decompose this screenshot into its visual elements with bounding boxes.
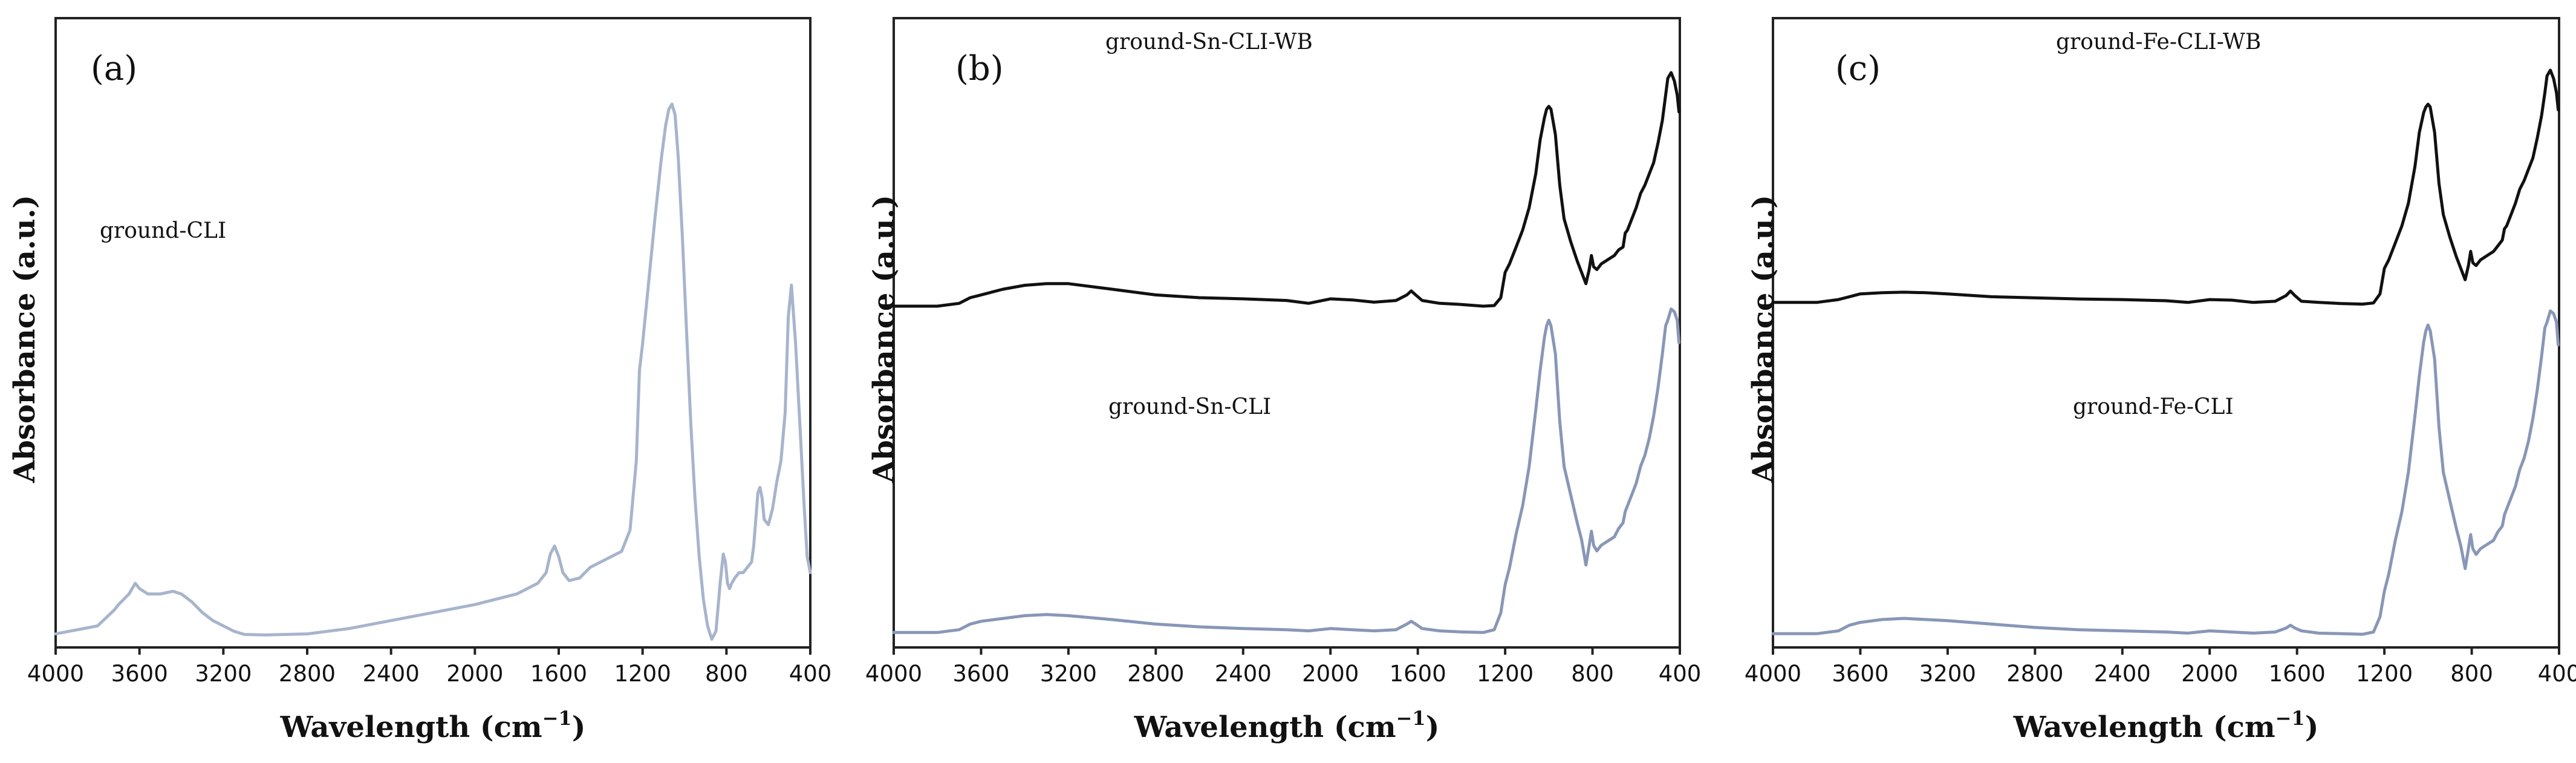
x-tick-label-800: 800	[1571, 661, 1614, 687]
panel-c-x-axis-title: Wavelength (cm−1)	[2013, 707, 2319, 744]
x-tick-label-400: 400	[789, 661, 832, 687]
panel-c-series-label-ground-fe-cli: ground-Fe-CLI	[2073, 395, 2234, 419]
x-tick-label-1200: 1200	[2356, 661, 2413, 687]
x-tick-label-2400: 2400	[363, 661, 420, 687]
x-tick-label-4000: 4000	[865, 661, 922, 687]
panel-c-series-ground-fe-cli-line	[1771, 309, 2560, 636]
panel-b-series-label-ground-sn-cli-wb: ground-Sn-CLI-WB	[1105, 30, 1313, 54]
panel-a-x-tick-labels: 4000 3600 3200 2800 2400 2000 1600 1200 800 400	[27, 661, 831, 687]
x-tick-label-3200: 3200	[1040, 661, 1097, 687]
panel-c-series-ground-fe-cli-wb-line	[1771, 68, 2560, 306]
panel-b-x-tick-labels: 4000 3600 3200 2800 2400 2000 1600 1200 800 400	[865, 661, 1701, 687]
x-tick-label-3600: 3600	[111, 661, 168, 687]
panel-a: 4000 3600 3200 2800 2400 2000 1600 1200 800 400 (…	[8, 17, 831, 744]
x-tick-label-2400: 2400	[2094, 661, 2151, 687]
panel-c-label: (c)	[1835, 49, 1881, 88]
panel-c-x-axis-title-main: Wavelength (cm	[2013, 710, 2275, 744]
panel-b-series-ground-sn-cli-wb-line	[892, 71, 1681, 308]
panel-b-y-axis-title: Absorbance (a.u.)	[867, 195, 901, 483]
panel-b-plot-frame	[893, 17, 1681, 649]
panel-a-x-ticks	[54, 647, 812, 655]
x-tick-label-2000: 2000	[446, 661, 503, 687]
panel-c-x-ticks	[1772, 647, 2560, 655]
panel-c-y-axis-title: Absorbance (a.u.)	[1746, 195, 1780, 483]
x-tick-label-3600: 3600	[1832, 661, 1888, 687]
panel-b-x-ticks	[893, 647, 1681, 655]
panel-b-x-axis-title-close: )	[1426, 710, 1440, 744]
panel-c-x-axis-title-close: )	[2305, 710, 2319, 744]
panel-a-x-axis-title-superscript: −1	[542, 707, 572, 730]
x-tick-label-2400: 2400	[1215, 661, 1272, 687]
panel-a-x-axis-title-close: )	[572, 710, 586, 744]
x-tick-label-400: 400	[1659, 661, 1702, 687]
x-tick-label-800: 800	[2450, 661, 2493, 687]
panel-a-label: (a)	[91, 49, 137, 88]
panel-b-series-label-ground-sn-cli: ground-Sn-CLI	[1108, 395, 1271, 419]
x-tick-label-1600: 1600	[1390, 661, 1446, 687]
x-tick-label-2800: 2800	[1127, 661, 1184, 687]
x-tick-label-1200: 1200	[614, 661, 671, 687]
panel-c-plot-frame	[1772, 17, 2560, 649]
panel-c-series-label-ground-fe-cli-wb: ground-Fe-CLI-WB	[2056, 30, 2261, 54]
panel-a-series-ground-cli-line	[54, 102, 812, 641]
panel-a-x-axis-title: Wavelength (cm−1)	[280, 707, 586, 744]
panel-a-x-axis-title-main: Wavelength (cm	[280, 710, 542, 744]
x-tick-label-4000: 4000	[27, 661, 84, 687]
x-tick-label-1600: 1600	[530, 661, 587, 687]
panel-a-y-axis-title: Absorbance (a.u.)	[8, 195, 42, 483]
panel-b-x-axis-title: Wavelength (cm−1)	[1134, 707, 1440, 744]
panel-c-x-tick-labels: 4000 3600 3200 2800 2400 2000 1600 1200 800 400	[1745, 661, 2576, 687]
panel-b-series-ground-sn-cli-line	[892, 307, 1681, 634]
x-tick-label-2000: 2000	[2181, 661, 2238, 687]
x-tick-label-2800: 2800	[2006, 661, 2063, 687]
x-tick-label-400: 400	[2538, 661, 2576, 687]
panel-b: 4000 3600 3200 2800 2400 2000 1600 1200 800 400 (…	[865, 17, 1701, 744]
x-tick-label-1600: 1600	[2269, 661, 2326, 687]
panel-b-x-axis-title-main: Wavelength (cm	[1134, 710, 1396, 744]
x-tick-label-3200: 3200	[1919, 661, 1976, 687]
panel-b-x-axis-title-superscript: −1	[1396, 707, 1426, 730]
x-tick-label-2800: 2800	[279, 661, 336, 687]
panel-a-plot-frame	[54, 17, 812, 649]
x-tick-label-1200: 1200	[1477, 661, 1534, 687]
x-tick-label-800: 800	[705, 661, 748, 687]
x-tick-label-3600: 3600	[952, 661, 1009, 687]
x-tick-label-3200: 3200	[195, 661, 252, 687]
x-tick-label-2000: 2000	[1302, 661, 1359, 687]
panel-c-x-axis-title-superscript: −1	[2275, 707, 2305, 730]
panel-c: 4000 3600 3200 2800 2400 2000 1600 1200 800 400 (…	[1745, 17, 2576, 744]
panel-a-series-label-ground-cli: ground-CLI	[100, 218, 226, 243]
panel-b-label: (b)	[955, 49, 1004, 88]
x-tick-label-4000: 4000	[1745, 661, 1801, 687]
